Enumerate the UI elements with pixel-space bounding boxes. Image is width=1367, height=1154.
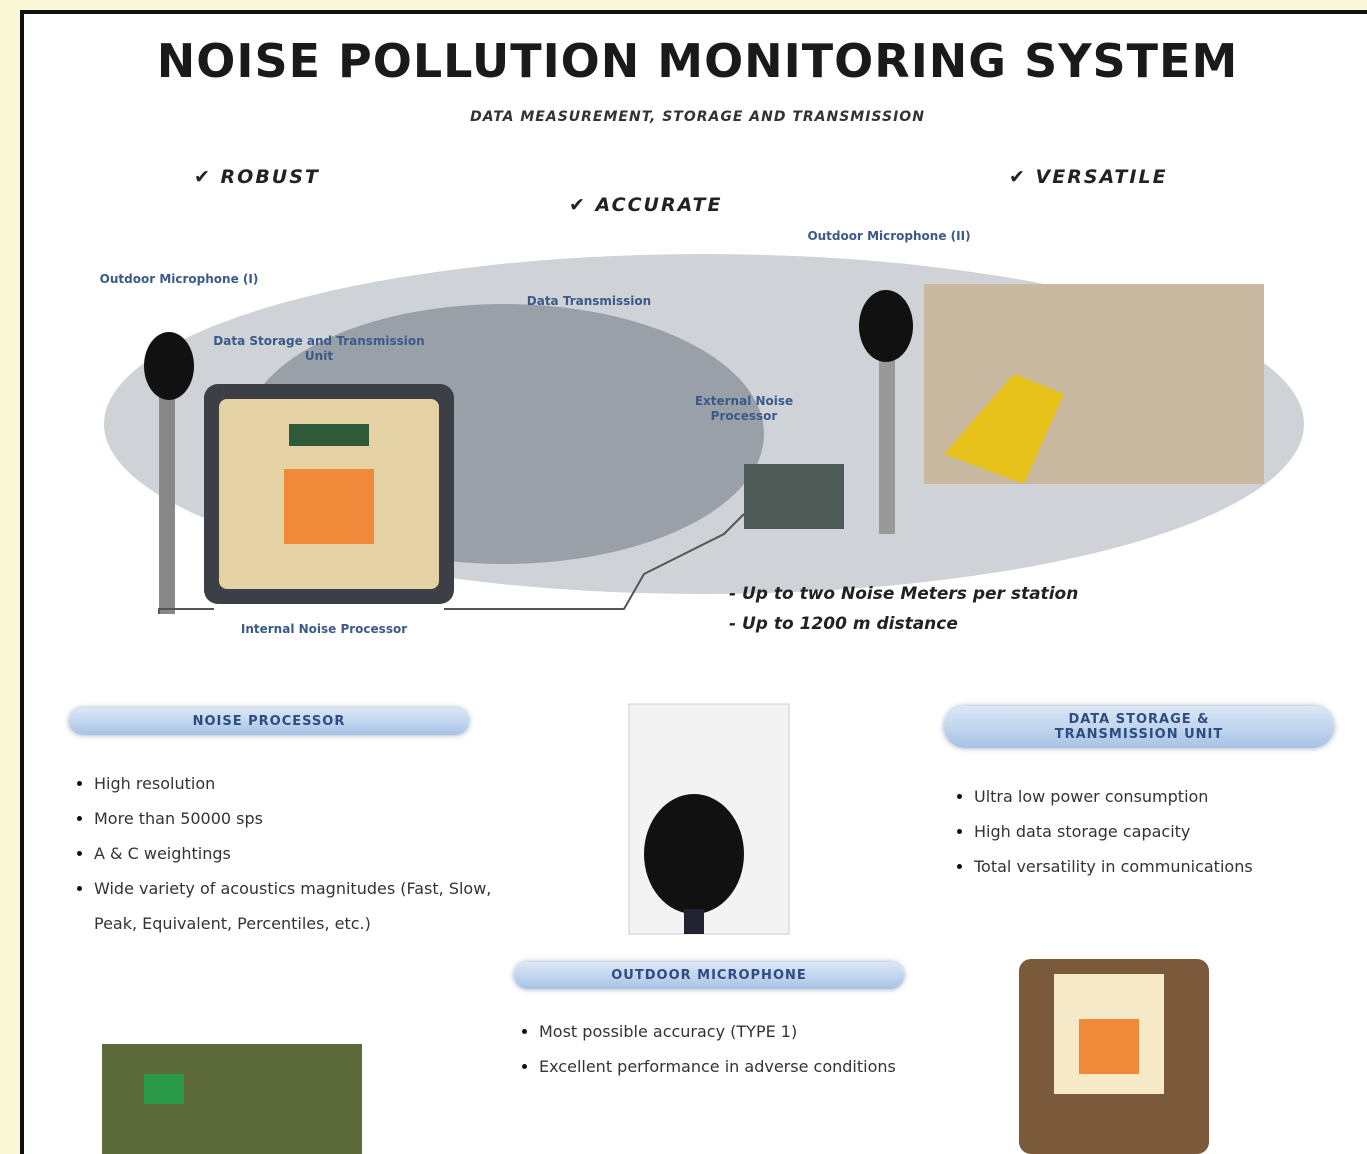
bullet: Excellent performance in adverse conditi… bbox=[539, 1049, 919, 1084]
pole bbox=[159, 394, 175, 614]
diagram-label: Internal Noise Processor bbox=[234, 622, 414, 637]
display bbox=[289, 424, 369, 446]
bullet-list: Ultra low power consumption High data st… bbox=[934, 779, 1367, 884]
note: - Up to two Noise Meters per station bbox=[729, 584, 1078, 604]
microphone bbox=[859, 290, 913, 362]
bullet: High data storage capacity bbox=[974, 814, 1367, 849]
bullet-list: Most possible accuracy (TYPE 1) Excellen… bbox=[499, 1014, 919, 1084]
feature: ✔ ACCURATE bbox=[569, 194, 722, 216]
feature: ✔ ROBUST bbox=[194, 166, 320, 188]
section-title: OUTDOOR MICROPHONE bbox=[514, 962, 904, 989]
section-title: NOISE PROCESSOR bbox=[69, 708, 469, 735]
bullet: High resolution bbox=[94, 766, 494, 801]
microphone bbox=[144, 332, 194, 400]
keypad bbox=[284, 469, 374, 544]
subtitle: DATA MEASUREMENT, STORAGE AND TRANSMISSI… bbox=[24, 109, 1367, 125]
bullet: More than 50000 sps bbox=[94, 801, 494, 836]
bullet-list: High resolution More than 50000 sps A & … bbox=[54, 766, 494, 941]
diagram-label: External Noise Processor bbox=[664, 394, 824, 424]
bullet: Ultra low power consumption bbox=[974, 779, 1367, 814]
bullet: A & C weightings bbox=[94, 836, 494, 871]
external-processor bbox=[744, 464, 844, 529]
section-title: DATA STORAGE & TRANSMISSION UNIT bbox=[944, 706, 1334, 748]
diagram-label: Data Storage and Transmission Unit bbox=[209, 334, 429, 364]
title: NOISE POLLUTION MONITORING SYSTEM bbox=[24, 34, 1367, 88]
bullet: Most possible accuracy (TYPE 1) bbox=[539, 1014, 919, 1049]
pole bbox=[879, 349, 895, 534]
bullet: Total versatility in communications bbox=[974, 849, 1367, 884]
circuit-board bbox=[102, 1044, 362, 1154]
diagram-label: Outdoor Microphone (II) bbox=[794, 229, 984, 244]
diagram-label: Outdoor Microphone (I) bbox=[94, 272, 264, 287]
bullet: Wide variety of acoustics magnitudes (Fa… bbox=[94, 871, 494, 941]
microphone bbox=[644, 794, 744, 914]
poster: NOISE POLLUTION MONITORING SYSTEM DATA M… bbox=[20, 10, 1367, 1154]
diagram-label: Data Transmission bbox=[479, 294, 699, 309]
feature: ✔ VERSATILE bbox=[1009, 166, 1168, 188]
note: - Up to 1200 m distance bbox=[729, 614, 958, 634]
